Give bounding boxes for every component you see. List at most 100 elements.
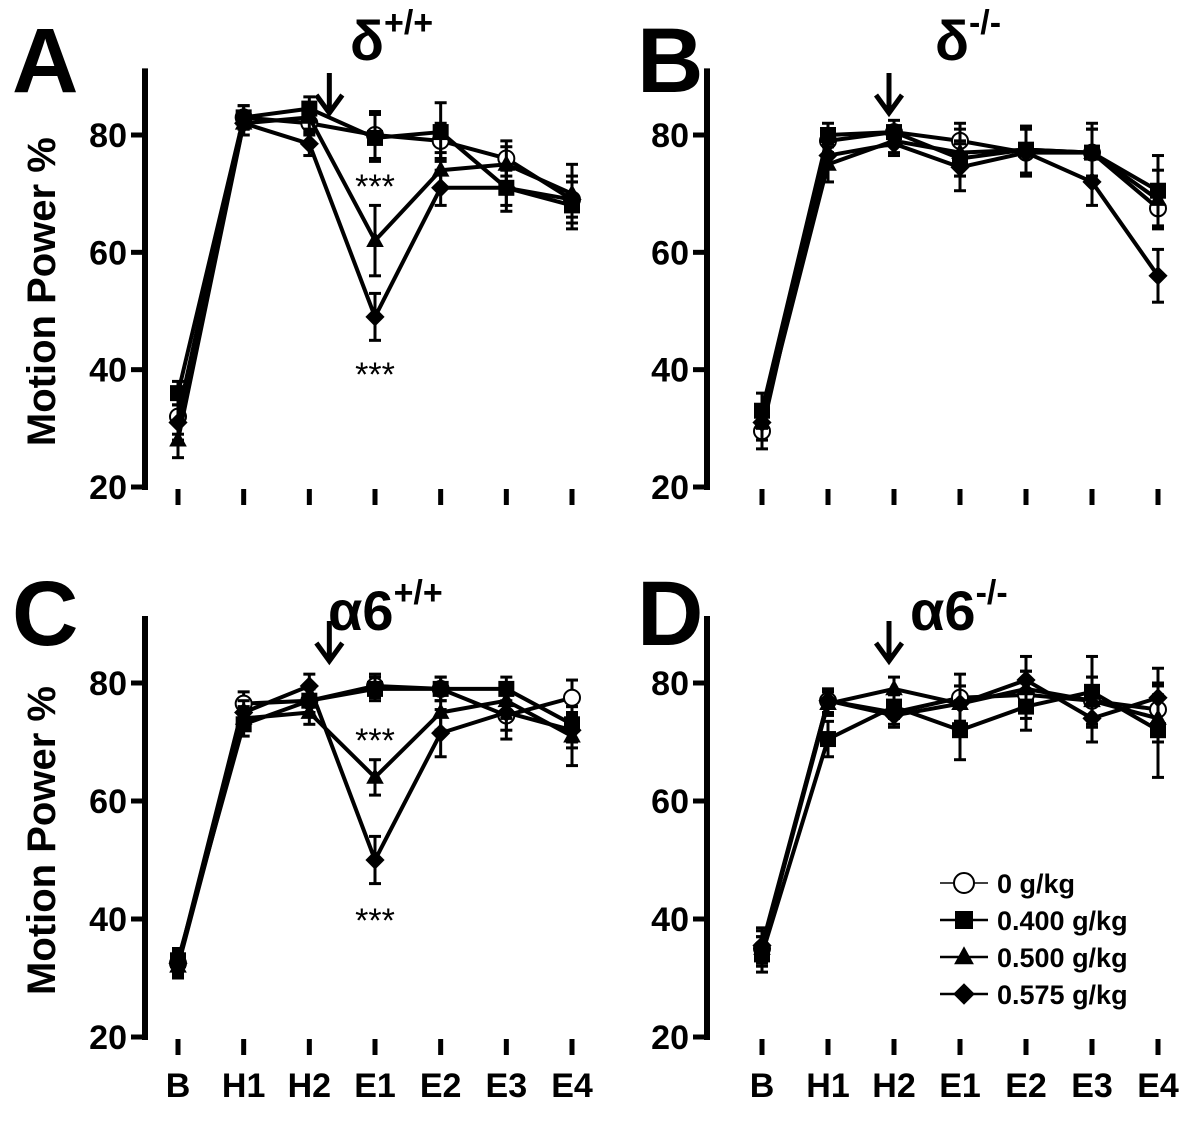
y-tick-label: 60 [89, 234, 127, 272]
y-tick-label: 80 [89, 665, 127, 703]
panel-title-superscript: +/+ [384, 4, 433, 42]
data-point-diamond [1148, 688, 1168, 708]
x-tick-label: H1 [806, 1067, 849, 1105]
panel-title-superscript: -/- [976, 574, 1008, 612]
legend-label: 0.400 g/kg [997, 906, 1128, 936]
significance-annotation: *** [355, 902, 395, 940]
legend-label: 0.575 g/kg [997, 980, 1128, 1010]
series-diamond [752, 127, 1168, 442]
treatment-arrow-icon [314, 73, 345, 118]
x-tick-label: E4 [551, 1067, 593, 1105]
legend-circle-icon [953, 872, 975, 894]
data-point-diamond [1148, 266, 1168, 286]
legend-triangle-icon [954, 946, 974, 965]
panel-title: α6+/+ [328, 574, 443, 642]
data-point-triangle [497, 154, 516, 171]
data-point-diamond [884, 134, 904, 154]
legend-entry: 0.575 g/kg [940, 980, 1128, 1010]
significance-annotation: *** [355, 356, 395, 394]
panel-title: δ+/+ [350, 4, 433, 72]
legend: 0 g/kg 0.400 g/kg 0.500 g/kg 0.575 g/kg [940, 869, 1128, 1010]
data-point-diamond [752, 412, 772, 433]
y-tick-label: 60 [89, 783, 127, 821]
y-tick-label: 20 [651, 469, 689, 507]
series-diamond [168, 672, 582, 977]
legend-label: 0.500 g/kg [997, 943, 1128, 973]
panel-letter: D [637, 563, 703, 665]
x-tick-label: H1 [222, 1067, 265, 1105]
data-point-diamond [234, 113, 254, 133]
treatment-arrow-icon [314, 621, 345, 666]
legend-entry: 0 g/kg [940, 869, 1075, 899]
series-diamond [168, 110, 582, 442]
data-point-diamond [299, 676, 319, 696]
data-point-diamond [884, 705, 904, 726]
data-point-square [432, 680, 449, 697]
x-tick-label: E3 [486, 1067, 528, 1105]
data-point-diamond [818, 145, 838, 166]
y-tick-label: 60 [651, 783, 689, 821]
x-tick-label: B [166, 1067, 191, 1105]
panel-title: δ-/- [935, 4, 1001, 72]
data-point-diamond [1016, 143, 1036, 163]
significance-annotation: *** [355, 722, 395, 760]
treatment-arrow-icon [873, 621, 905, 666]
arrow-head [314, 93, 345, 118]
series-diamond [752, 654, 1168, 965]
data-point-triangle [300, 702, 319, 719]
data-point-diamond [950, 157, 970, 177]
treatment-arrow-icon [873, 73, 905, 118]
data-point-diamond [431, 723, 451, 743]
arrow-head [873, 641, 905, 666]
data-point-triangle [366, 767, 384, 784]
x-tick-label: E2 [420, 1067, 462, 1105]
data-point-square [820, 127, 836, 143]
data-point-square [820, 731, 836, 748]
panel-title-superscript: -/- [969, 4, 1001, 42]
data-point-diamond [431, 178, 451, 198]
panel-title-main: δ [350, 9, 384, 72]
y-tick-label: 80 [651, 665, 689, 703]
x-tick-label: E1 [354, 1067, 396, 1105]
data-point-triangle [300, 107, 319, 124]
y-tick-label: 20 [651, 1019, 689, 1057]
x-tick-label: H2 [288, 1067, 331, 1105]
legend-label: 0 g/kg [997, 869, 1075, 899]
y-tick-label: 40 [89, 901, 127, 939]
data-point-square [367, 129, 383, 146]
panel-title: α6-/- [910, 574, 1008, 642]
data-point-diamond [168, 953, 188, 973]
y-axis-label: Motion Power % [20, 686, 64, 995]
data-point-diamond [496, 178, 516, 198]
significance-annotation: *** [355, 168, 395, 206]
arrow-head [873, 93, 905, 118]
x-tick-label: E4 [1137, 1067, 1179, 1105]
legend-diamond-icon [953, 983, 975, 1005]
y-tick-label: 80 [651, 117, 689, 155]
y-tick-label: 20 [89, 469, 127, 507]
data-point-diamond [496, 702, 516, 723]
y-tick-label: 80 [89, 117, 127, 155]
data-point-diamond [168, 412, 188, 433]
data-point-diamond [1082, 708, 1102, 728]
y-tick-label: 40 [651, 901, 689, 939]
x-tick-label: H2 [872, 1067, 915, 1105]
data-point-diamond [950, 694, 970, 714]
panel-title-superscript: +/+ [394, 574, 443, 612]
data-point-circle [563, 688, 581, 707]
panel-letter: C [12, 563, 78, 665]
data-point-diamond [299, 134, 319, 154]
legend-entry: 0.500 g/kg [940, 943, 1128, 973]
data-point-square [432, 124, 449, 141]
data-point-diamond [1082, 172, 1102, 192]
y-tick-label: 20 [89, 1019, 127, 1057]
data-point-diamond [365, 850, 385, 870]
panel-title-main: α6 [910, 579, 976, 642]
data-point-triangle [431, 160, 450, 177]
panel-letter: A [12, 10, 78, 112]
data-point-square [367, 680, 383, 697]
